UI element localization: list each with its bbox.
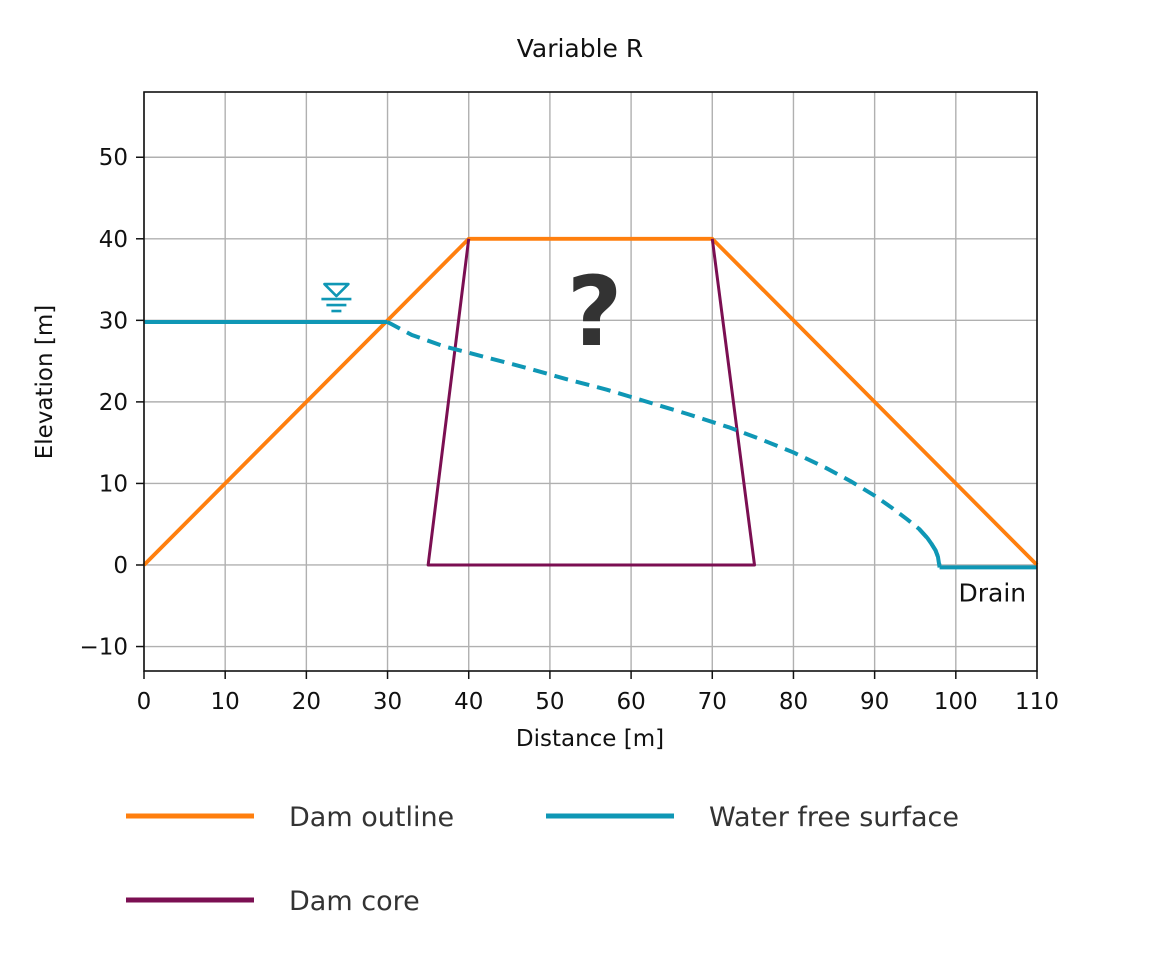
x-axis-label: Distance [m] (516, 726, 664, 752)
y-tick-label: −10 (79, 635, 128, 661)
axis-ticks: 0 10 20 30 40 50 60 70 80 90 100 110 −10 0 10 20 30 40 50 (79, 145, 1059, 715)
x-tick-label: 100 (934, 689, 978, 715)
legend-label-dam-core: Dam core (289, 886, 420, 917)
y-tick-label: 0 (113, 553, 128, 579)
x-tick-label: 80 (779, 689, 808, 715)
grid (143, 92, 1038, 671)
y-tick-label: 50 (99, 145, 128, 171)
water-level-icon (321, 282, 352, 313)
x-tick-label: 40 (454, 689, 483, 715)
question-mark-annotation: ? (567, 256, 623, 368)
y-tick-label: 40 (99, 227, 128, 253)
x-tick-label: 110 (1015, 689, 1059, 715)
legend-label-water-free-surface: Water free surface (709, 802, 959, 833)
drain-label: Drain (959, 579, 1027, 608)
x-tick-label: 60 (616, 689, 645, 715)
x-tick-label: 30 (373, 689, 402, 715)
annotations: Drain? (321, 256, 1026, 608)
series-water-free-surface-dashed (386, 320, 942, 566)
series-water-free-surface-solid (917, 527, 942, 568)
x-tick-label: 50 (535, 689, 564, 715)
x-tick-label: 10 (211, 689, 240, 715)
y-tick-label: 30 (99, 308, 128, 334)
plot-area (142, 236, 1039, 570)
chart-title: Variable R (517, 34, 644, 63)
legend-label-dam-outline: Dam outline (289, 802, 454, 833)
y-tick-label: 10 (99, 471, 128, 497)
x-tick-label: 0 (137, 689, 152, 715)
plot-frame (143, 91, 1038, 672)
x-tick-label: 20 (292, 689, 321, 715)
x-tick-label: 70 (698, 689, 727, 715)
x-tick-label: 90 (860, 689, 889, 715)
water-level-triangle (323, 282, 350, 298)
series-dam-outline (142, 236, 1039, 567)
y-axis-label: Elevation [m] (32, 305, 58, 460)
y-tick-label: 20 (99, 390, 128, 416)
series-dam-core (426, 238, 756, 567)
legend: Dam outline Water free surface Dam core (126, 802, 959, 917)
